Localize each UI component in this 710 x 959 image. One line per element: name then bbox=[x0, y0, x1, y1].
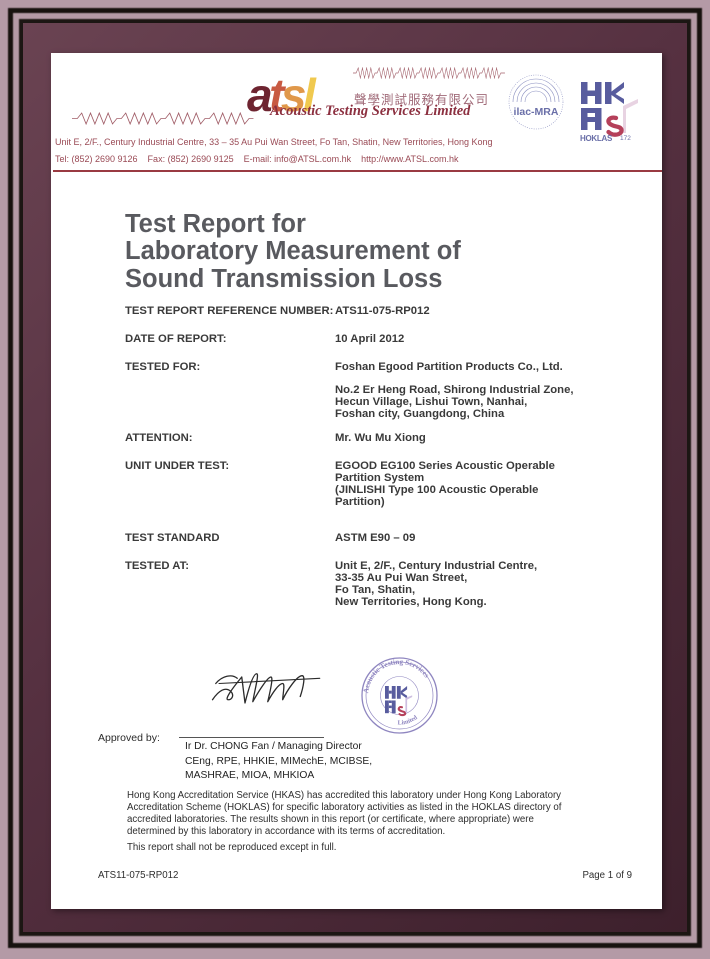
svg-text:Acoustic Testing Services: Acoustic Testing Services bbox=[361, 657, 432, 694]
